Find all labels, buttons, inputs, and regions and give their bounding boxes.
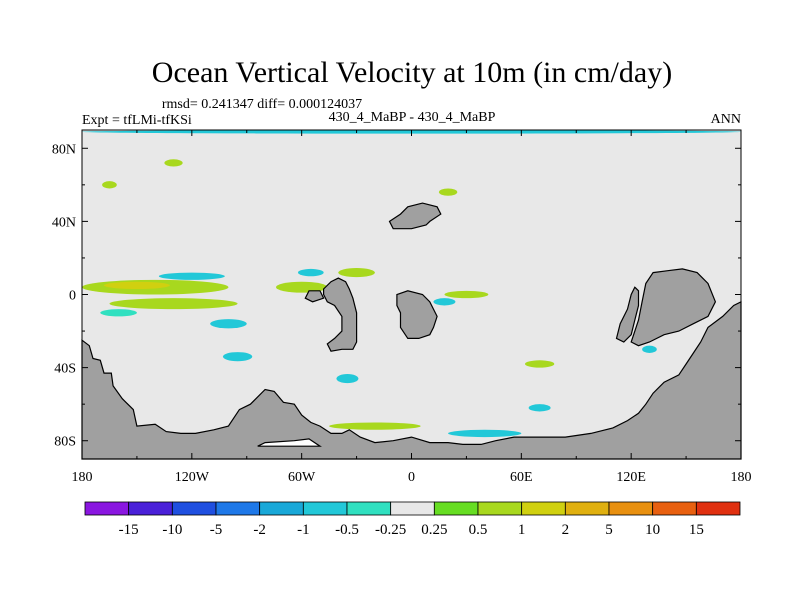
colorbar-label: -1 <box>297 522 310 538</box>
colorbar-label: -0.25 <box>375 522 406 538</box>
x-tick-label: 0 <box>408 470 415 485</box>
anomaly-southern-ring-green <box>329 422 421 430</box>
anomaly-north-atlantic-green <box>438 188 458 196</box>
land-central-peninsula <box>323 277 358 352</box>
colorbar-swatch <box>259 501 304 516</box>
anomaly-south-pacific-cyan-1 <box>222 352 253 362</box>
colorbar-swatch <box>564 501 610 516</box>
x-tick-label: 60E <box>510 470 533 485</box>
anomaly-south-cyan-1 <box>528 404 551 412</box>
map-plot <box>81 129 742 460</box>
anomaly-atlantic-north-green <box>338 267 375 278</box>
land-southeast-land <box>630 268 717 347</box>
y-tick-label: 40S <box>54 362 76 377</box>
colorbar-label: 0.25 <box>421 522 447 538</box>
colorbar-swatch <box>652 501 697 516</box>
y-tick-label: 80S <box>54 435 76 450</box>
anomaly-contours <box>82 130 741 438</box>
x-tick-label: 120W <box>175 470 210 485</box>
colorbar-label: -2 <box>253 522 266 538</box>
y-axis: 80N 40N 0 40S 80S <box>52 142 741 450</box>
land-west-islet <box>304 290 325 303</box>
stats-text: rmsd= 0.241347 diff= 0.000124037 <box>162 97 362 112</box>
colorbar-swatch <box>171 501 217 516</box>
right-label: ANN <box>711 112 741 127</box>
colorbar-swatch <box>477 501 523 516</box>
colorbar-swatch <box>433 501 479 516</box>
anomaly-north-equatorial-cyan <box>158 272 225 280</box>
anomaly-east-pacific-cyan <box>210 319 247 329</box>
colorbar-swatch <box>128 501 173 516</box>
colorbar: -15 -10 -5 -2 -1 -0.5 -0.25 0.25 0.5 1 2 5 10 15 <box>84 501 741 538</box>
y-tick-label: 80N <box>52 142 76 157</box>
land-central-island <box>396 290 438 339</box>
anomaly-east-pacific-green <box>276 281 328 293</box>
land-bridge-land <box>615 286 640 343</box>
anomaly-central-green <box>444 290 489 299</box>
land-ice-shelf <box>257 438 322 447</box>
colorbar-label: 10 <box>645 522 660 538</box>
colorbar-label: 5 <box>605 522 613 538</box>
x-tick-label: 120E <box>616 470 646 485</box>
anomaly-south-equatorial-cyan <box>100 309 137 317</box>
chart-title: Ocean Vertical Velocity at 10m (in cm/da… <box>152 56 672 89</box>
colorbar-label: 0.5 <box>469 522 488 538</box>
anomaly-equatorial-band-core <box>103 281 170 290</box>
colorbar-swatch <box>608 501 654 516</box>
colorbar-label: 1 <box>518 522 526 538</box>
colorbar-label: -0.5 <box>335 522 359 538</box>
anomaly-atlantic-cyan <box>298 268 324 277</box>
colorbar-label: 2 <box>562 522 570 538</box>
land-antarctica <box>81 300 742 460</box>
anomaly-southern-ring-cyan <box>448 429 522 438</box>
anomaly-south-pacific-cyan-2 <box>336 374 359 384</box>
anomaly-south-green-1 <box>524 360 555 368</box>
land-masks <box>81 202 742 460</box>
colorbar-swatch <box>215 501 261 516</box>
colorbar-label: 15 <box>689 522 704 538</box>
x-tick-label: 180 <box>731 470 752 485</box>
colorbar-swatch <box>84 501 130 516</box>
anomaly-central-cyan <box>433 298 456 306</box>
anomaly-north-pacific-green-1 <box>102 181 117 189</box>
colorbar-swatch <box>390 501 435 516</box>
y-tick-label: 40N <box>52 215 76 230</box>
y-tick-label: 0 <box>69 289 76 304</box>
colorbar-label: -15 <box>119 522 139 538</box>
land-north-continent <box>388 202 442 230</box>
center-label: 430_4_MaBP - 430_4_MaBP <box>329 110 496 125</box>
colorbar-label: -10 <box>162 522 182 538</box>
colorbar-swatch <box>302 501 348 516</box>
colorbar-swatch <box>695 501 741 516</box>
colorbar-label: -5 <box>210 522 223 538</box>
colorbar-swatch <box>521 501 566 516</box>
colorbar-swatch <box>346 501 392 516</box>
x-axis: 180 120W 60W 0 60E 120E 180 <box>72 130 752 485</box>
anomaly-east-cyan-2 <box>642 345 657 353</box>
x-tick-label: 180 <box>72 470 93 485</box>
anomaly-south-equatorial-green <box>109 298 238 310</box>
left-label: Expt = tfLMi-tfKSi <box>82 113 192 128</box>
x-tick-label: 60W <box>288 470 316 485</box>
anomaly-north-pacific-green-2 <box>164 159 183 167</box>
